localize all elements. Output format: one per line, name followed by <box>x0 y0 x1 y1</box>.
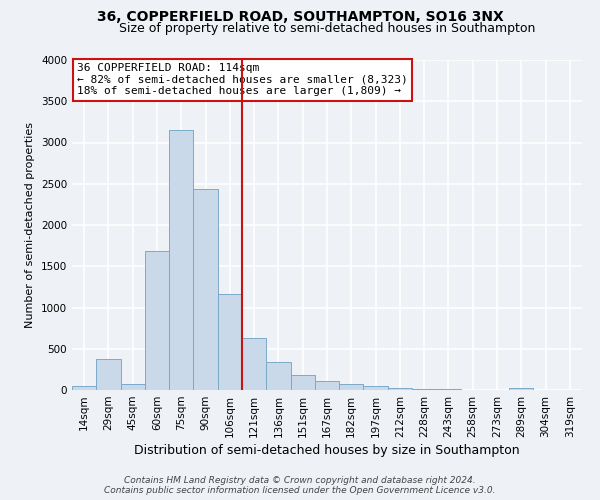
Bar <box>388 388 412 390</box>
Bar <box>242 338 266 390</box>
Text: Contains HM Land Registry data © Crown copyright and database right 2024.
Contai: Contains HM Land Registry data © Crown c… <box>104 476 496 495</box>
Bar <box>290 374 315 390</box>
Bar <box>266 362 290 390</box>
Bar <box>412 389 436 390</box>
Bar <box>509 388 533 390</box>
Bar <box>436 389 461 390</box>
Text: 36, COPPERFIELD ROAD, SOUTHAMPTON, SO16 3NX: 36, COPPERFIELD ROAD, SOUTHAMPTON, SO16 … <box>97 10 503 24</box>
Bar <box>169 130 193 390</box>
Bar <box>193 188 218 390</box>
Text: 36 COPPERFIELD ROAD: 114sqm
← 82% of semi-detached houses are smaller (8,323)
18: 36 COPPERFIELD ROAD: 114sqm ← 82% of sem… <box>77 64 408 96</box>
X-axis label: Distribution of semi-detached houses by size in Southampton: Distribution of semi-detached houses by … <box>134 444 520 457</box>
Bar <box>339 384 364 390</box>
Bar <box>96 359 121 390</box>
Bar <box>72 386 96 390</box>
Bar <box>121 384 145 390</box>
Bar <box>145 252 169 390</box>
Y-axis label: Number of semi-detached properties: Number of semi-detached properties <box>25 122 35 328</box>
Title: Size of property relative to semi-detached houses in Southampton: Size of property relative to semi-detach… <box>119 22 535 35</box>
Bar <box>315 381 339 390</box>
Bar <box>218 294 242 390</box>
Bar <box>364 386 388 390</box>
